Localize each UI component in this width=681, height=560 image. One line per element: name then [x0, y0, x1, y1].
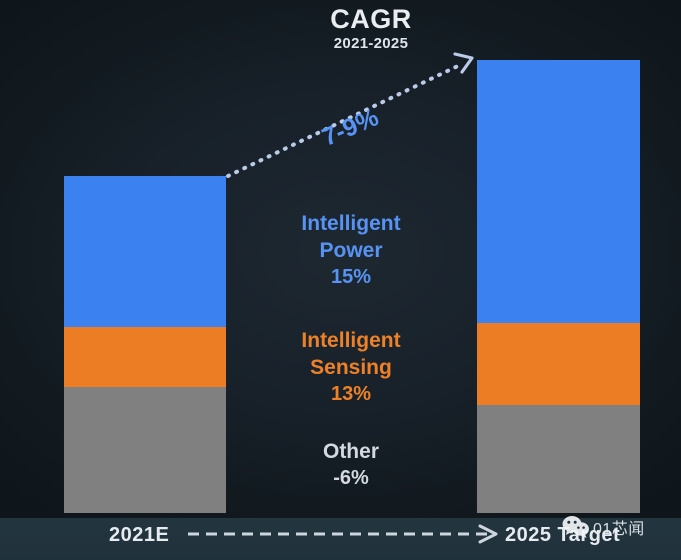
bar-segment-sensing-2025: [477, 323, 640, 405]
axis-label-2021e: 2021E: [109, 524, 170, 546]
bar-segment-other-2025: [477, 405, 640, 513]
legend-label-power-line1: Intelligent: [301, 212, 401, 235]
legend-label-sensing-pct: 13%: [330, 383, 372, 405]
bar-2021e: [64, 176, 226, 513]
chart-subtitle: 2021-2025: [333, 35, 409, 52]
bar-segment-sensing-2021e: [64, 327, 226, 387]
legend-label-other-pct: -6%: [333, 467, 369, 489]
watermark-text: 01芯闻: [593, 521, 645, 538]
legend-label-sensing-line1: Intelligent: [301, 329, 401, 352]
bar-segment-power-2025: [477, 60, 640, 323]
watermark: 01芯闻: [562, 515, 645, 539]
wechat-icon: [562, 516, 589, 538]
legend-label-intelligent-sensing: Intelligent Sensing 13%: [231, 327, 471, 408]
legend-label-power-pct: 15%: [330, 266, 372, 288]
legend-label-other-line1: Other: [322, 440, 379, 463]
legend-label-sensing-line2: Sensing: [310, 356, 392, 379]
axis-label-2025-target: 2025 Target: [505, 524, 621, 546]
chart-title: CAGR: [330, 4, 412, 34]
bar-segment-power-2021e: [64, 176, 226, 327]
cagr-value-label: 7-9%: [318, 103, 383, 152]
chart-title-block: CAGR 2021-2025: [281, 4, 461, 54]
legend-label-other: Other -6%: [231, 438, 471, 492]
bar-segment-other-2021e: [64, 387, 226, 513]
legend-label-power-line2: Power: [319, 239, 383, 262]
legend-label-intelligent-power: Intelligent Power 15%: [231, 210, 471, 291]
bar-2025-target: [477, 60, 640, 513]
